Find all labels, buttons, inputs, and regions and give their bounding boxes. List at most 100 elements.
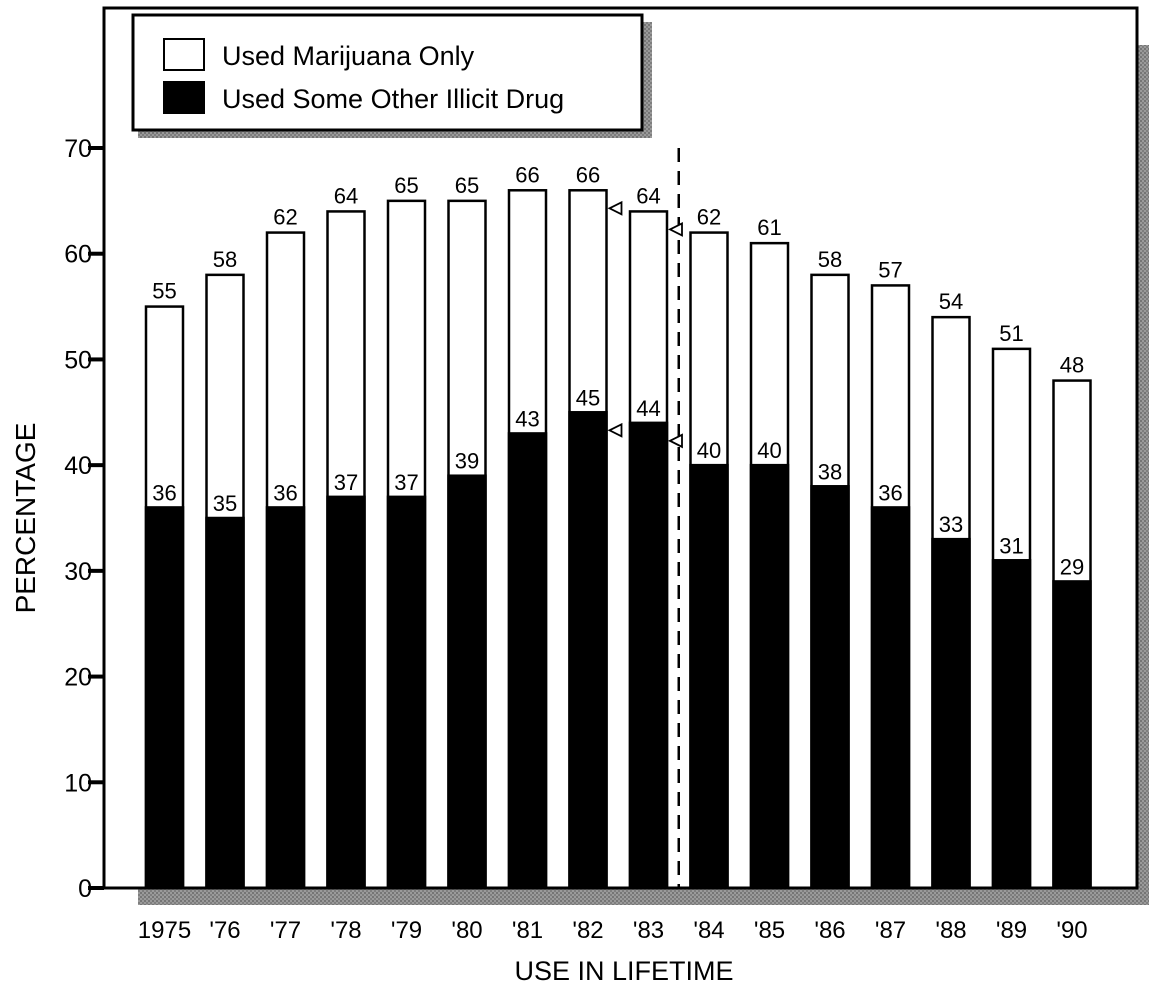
data-label-text: 29 xyxy=(1060,554,1084,579)
data-label-box xyxy=(450,448,484,474)
data-label-text: 31 xyxy=(999,533,1023,558)
bar-other-illicit xyxy=(749,463,790,890)
data-label-other-illicit: 39 xyxy=(450,448,484,474)
data-label-box xyxy=(571,385,605,411)
data-label-other-illicit: 37 xyxy=(329,469,363,495)
bar-other-illicit xyxy=(870,506,911,890)
annotations xyxy=(607,148,683,888)
data-label-text: 36 xyxy=(152,480,176,505)
bar-other-illicit xyxy=(144,506,185,890)
data-label-box xyxy=(390,469,423,495)
data-label-other-illicit: 44 xyxy=(632,395,665,421)
data-label-text: 37 xyxy=(394,470,418,495)
data-label-other-illicit: 40 xyxy=(753,438,786,464)
data-label-box xyxy=(269,480,302,506)
x-tick-label: '84 xyxy=(693,917,724,944)
bar-other-illicit xyxy=(931,537,971,890)
data-label-text: 45 xyxy=(576,385,600,410)
data-label-other-illicit: 33 xyxy=(934,512,968,538)
data-label-text: 40 xyxy=(697,438,721,463)
data-label-marijuana-only: 66 xyxy=(515,162,539,187)
data-label-other-illicit: 36 xyxy=(269,480,302,506)
data-label-other-illicit: 29 xyxy=(1055,554,1089,580)
data-label-box xyxy=(329,469,363,495)
data-label-other-illicit: 31 xyxy=(995,533,1028,559)
bar-other-illicit xyxy=(568,411,608,890)
data-label-marijuana-only: 65 xyxy=(394,173,418,198)
data-label-text: 35 xyxy=(213,491,237,516)
bar-other-illicit xyxy=(447,474,487,890)
bar-other-illicit xyxy=(326,495,366,890)
bar-other-illicit xyxy=(1052,580,1092,890)
y-tick-label: 40 xyxy=(64,452,92,480)
x-tick-label: '80 xyxy=(451,917,482,944)
data-label-box xyxy=(511,406,544,432)
data-label-marijuana-only: 61 xyxy=(757,215,781,240)
y-axis: 0 10 20 30 40 50 60 70 xyxy=(64,135,104,903)
x-tick-label: '83 xyxy=(633,917,664,944)
data-label-text: 38 xyxy=(818,459,842,484)
legend: Used Marijuana Only Used Some Other Illi… xyxy=(131,13,652,138)
y-axis-title: PERCENTAGE xyxy=(10,423,41,614)
data-label-marijuana-only: 62 xyxy=(273,205,297,230)
x-tick-label: '78 xyxy=(330,917,361,944)
x-tick-label: '87 xyxy=(875,917,906,944)
data-label-marijuana-only: 62 xyxy=(697,205,721,230)
data-label-box xyxy=(753,438,786,464)
data-label-box xyxy=(148,480,181,506)
legend-label-marijuana-only: Used Marijuana Only xyxy=(222,41,475,71)
triangle-marker xyxy=(607,200,623,216)
data-label-other-illicit: 35 xyxy=(208,491,242,516)
data-label-box xyxy=(874,480,907,506)
data-label-box xyxy=(692,438,726,464)
triangle-marker xyxy=(607,422,623,438)
x-tick-label: '81 xyxy=(512,917,543,944)
x-tick-label: '77 xyxy=(270,917,301,944)
data-label-other-illicit: 36 xyxy=(148,480,181,506)
data-label-box xyxy=(208,491,242,516)
data-label-box xyxy=(1055,554,1089,580)
frame-shadow-right xyxy=(1137,45,1149,905)
data-label-text: 37 xyxy=(334,470,358,495)
x-tick-label: 1975 xyxy=(138,917,191,944)
x-axis-title: USE IN LIFETIME xyxy=(514,956,733,986)
data-label-marijuana-only: 54 xyxy=(939,289,963,314)
data-label-text: 43 xyxy=(515,406,539,431)
triangle-marker xyxy=(667,433,683,449)
data-label-marijuana-only: 66 xyxy=(576,162,600,187)
bar-other-illicit xyxy=(205,516,245,890)
x-tick-label: '76 xyxy=(209,917,240,944)
x-tick-label: '85 xyxy=(754,917,785,944)
data-label-text: 44 xyxy=(636,396,660,421)
triangle-marker xyxy=(667,221,683,237)
x-tick-label: '88 xyxy=(935,917,966,944)
bar-other-illicit xyxy=(991,559,1032,890)
data-label-marijuana-only: 51 xyxy=(999,321,1023,346)
y-tick-label: 70 xyxy=(64,135,92,163)
x-tick-label: '82 xyxy=(572,917,603,944)
bars: 55 36 1975 58 35 '76 62 36 '77 64 37 '78 65 37 '79 65 39… xyxy=(138,162,1092,944)
data-label-text: 39 xyxy=(455,449,479,474)
y-tick-label: 20 xyxy=(64,664,92,692)
data-label-box xyxy=(934,512,968,538)
data-label-other-illicit: 37 xyxy=(390,469,423,495)
frame-shadow-bottom xyxy=(138,888,1149,905)
x-tick-label: '79 xyxy=(391,917,422,944)
bar-other-illicit xyxy=(628,421,669,890)
data-label-text: 36 xyxy=(878,480,902,505)
x-tick-label: '90 xyxy=(1056,917,1087,944)
data-label-marijuana-only: 48 xyxy=(1060,353,1084,378)
data-label-other-illicit: 36 xyxy=(874,480,907,506)
legend-box xyxy=(131,13,644,132)
data-label-marijuana-only: 58 xyxy=(818,247,842,272)
data-label-text: 33 xyxy=(939,512,963,537)
data-label-box xyxy=(813,459,847,485)
legend-swatch-other-illicit xyxy=(163,81,205,114)
data-label-other-illicit: 45 xyxy=(571,385,605,411)
legend-label-other-illicit: Used Some Other Illicit Drug xyxy=(222,84,564,114)
x-tick-label: '86 xyxy=(814,917,845,944)
data-label-other-illicit: 43 xyxy=(511,406,544,432)
data-label-marijuana-only: 64 xyxy=(636,183,660,208)
y-tick-label: 0 xyxy=(78,875,92,903)
plot-frame xyxy=(102,6,1139,890)
